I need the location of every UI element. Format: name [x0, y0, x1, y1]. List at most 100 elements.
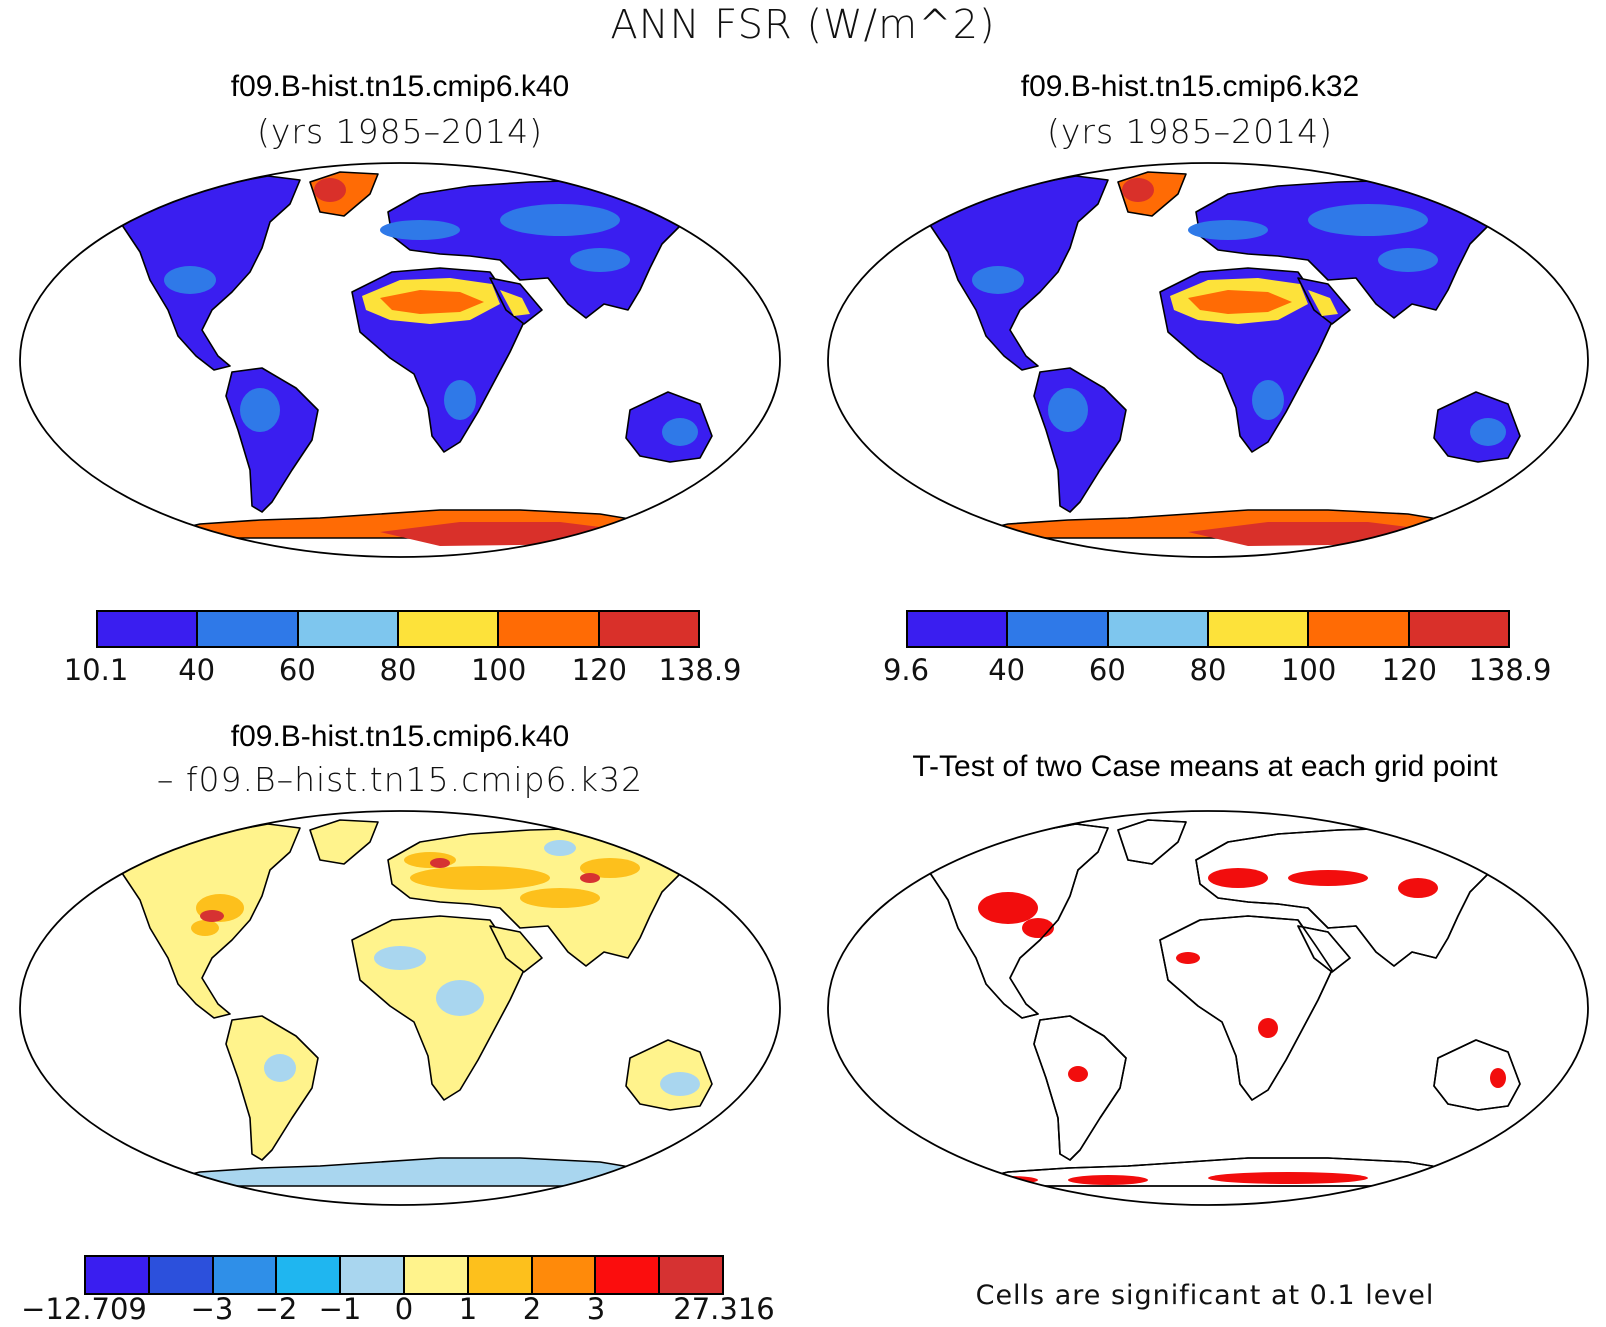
- region-negative: [436, 980, 484, 1016]
- region-negative: [660, 1072, 700, 1096]
- colorbar-swatch: [599, 612, 698, 646]
- region-desert-hot: [380, 290, 484, 314]
- colorbar-swatch: [86, 1257, 150, 1293]
- colorbar-tick-label: −2: [254, 1292, 298, 1326]
- map-border: [827, 810, 1589, 1206]
- colorbar-swatch: [213, 1257, 278, 1293]
- region-significant: [978, 892, 1038, 924]
- colorbar-tick-label: −12.709: [21, 1292, 147, 1326]
- colorbar-tick-label: 3: [586, 1292, 606, 1326]
- region-positive: [191, 920, 219, 936]
- region-mid: [380, 220, 460, 240]
- region-arabia: [500, 290, 530, 316]
- panel-subtitle-bottom-left: – f09.B–hist.tn15.cmip6.k32: [156, 760, 644, 799]
- colorbar-swatch: [468, 1257, 533, 1293]
- region-significant: [978, 1176, 1038, 1184]
- region-positive: [410, 866, 550, 890]
- outline-greenland: [1117, 819, 1187, 865]
- colorbar-swatch: [532, 1257, 597, 1293]
- map-panel-bottom-left: [19, 810, 781, 1206]
- region-strong-positive: [430, 858, 450, 868]
- outline-australia: [1433, 1039, 1521, 1111]
- region-negative: [264, 1054, 296, 1082]
- region-mid: [500, 204, 620, 236]
- colorbar-swatch: [1008, 612, 1109, 646]
- region-significant: [1176, 952, 1200, 964]
- colorbar-tick-label: 80: [379, 653, 417, 687]
- region-mid: [972, 266, 1024, 294]
- region-mid: [1188, 220, 1268, 240]
- region-strong-positive: [580, 873, 600, 883]
- colorbar-swatch: [277, 1257, 342, 1293]
- region-significant: [1068, 1066, 1088, 1082]
- region-negative: [544, 840, 576, 856]
- colorbar-tick-label: 60: [278, 653, 316, 687]
- colorbar-swatch: [398, 612, 500, 646]
- region-significant: [1208, 868, 1268, 888]
- colorbar-swatch: [499, 612, 600, 646]
- map-panel-top-left: [19, 162, 781, 558]
- colorbar-swatch: [98, 612, 199, 646]
- region-greenland-core: [314, 178, 346, 202]
- colorbar-tick-label: 40: [988, 653, 1026, 687]
- colorbar-tick-label: 120: [571, 653, 628, 687]
- colorbar-bottom-left: [84, 1255, 724, 1295]
- colorbar-tick-label: 100: [470, 653, 527, 687]
- region-greenland-core: [1122, 178, 1154, 202]
- region-mid: [444, 380, 476, 420]
- colorbar-tick-label: 40: [178, 653, 216, 687]
- region-strong-positive: [200, 910, 224, 922]
- colorbar-swatch: [149, 1257, 214, 1293]
- panel-title-bottom-left: f09.B-hist.tn15.cmip6.k40: [230, 720, 570, 753]
- region-mid: [1378, 248, 1438, 272]
- colorbar-swatch: [660, 1257, 722, 1293]
- colorbar-labels-top-right: 9.6 40 60 80 100 120 138.9: [883, 653, 1552, 693]
- colorbar-tick-label: 0: [394, 1292, 414, 1326]
- panel-title-bottom-right: T-Test of two Case means at each grid po…: [912, 750, 1498, 783]
- region-significant: [1490, 1068, 1506, 1088]
- colorbar-tick-label: −3: [190, 1292, 234, 1326]
- region-mid: [570, 248, 630, 272]
- region-significant: [1398, 878, 1438, 898]
- region-significant: [1208, 1172, 1368, 1184]
- colorbar-swatch: [596, 1257, 661, 1293]
- region-significant: [1068, 1175, 1148, 1185]
- figure-title: ANN FSR (W/m^2): [610, 2, 996, 48]
- colorbar-tick-label: 138.9: [658, 653, 742, 687]
- colorbar-tick-label: 9.6: [882, 653, 930, 687]
- region-positive: [580, 858, 640, 878]
- colorbar-swatch: [198, 612, 299, 646]
- colorbar-tick-label: 60: [1088, 653, 1126, 687]
- region-mid: [1048, 388, 1088, 432]
- panel-title-top-right: f09.B-hist.tn15.cmip6.k32: [1020, 70, 1360, 103]
- colorbar-tick-label: 100: [1280, 653, 1337, 687]
- landmass-arabia: [489, 925, 543, 973]
- colorbar-tick-label: 2: [522, 1292, 542, 1326]
- colorbar-swatch: [1409, 612, 1508, 646]
- region-desert-hot: [1188, 290, 1292, 314]
- landmass-southAmerica: [225, 1015, 319, 1161]
- colorbar-swatch: [1108, 612, 1209, 646]
- map-border: [827, 162, 1589, 558]
- map-panel-top-right: [827, 162, 1589, 558]
- colorbar-tick-label: 10.1: [63, 653, 129, 687]
- region-negative: [374, 946, 426, 970]
- colorbar-swatch: [404, 1257, 469, 1293]
- outline-southAmerica: [1033, 1015, 1127, 1161]
- panel-title-top-left: f09.B-hist.tn15.cmip6.k40: [230, 70, 570, 103]
- colorbar-tick-label: 27.316: [673, 1292, 775, 1326]
- region-significant: [1258, 1018, 1278, 1038]
- region-arabia: [1308, 290, 1338, 316]
- region-mid: [164, 266, 216, 294]
- significance-note: Cells are significant at 0.1 level: [975, 1280, 1435, 1311]
- colorbar-tick-label: −1: [318, 1292, 362, 1326]
- region-mid: [240, 388, 280, 432]
- region-mid: [662, 418, 698, 446]
- map-border: [19, 162, 781, 558]
- colorbar-swatch: [341, 1257, 405, 1293]
- colorbar-tick-label: 1: [458, 1292, 478, 1326]
- colorbar-swatch: [298, 612, 399, 646]
- colorbar-labels-bottom-left: −12.709 −3 −2 −1 0 1 2 3 27.316: [21, 1292, 775, 1326]
- panel-subtitle-top-left: (yrs 1985–2014): [257, 112, 543, 151]
- region-mid: [1470, 418, 1506, 446]
